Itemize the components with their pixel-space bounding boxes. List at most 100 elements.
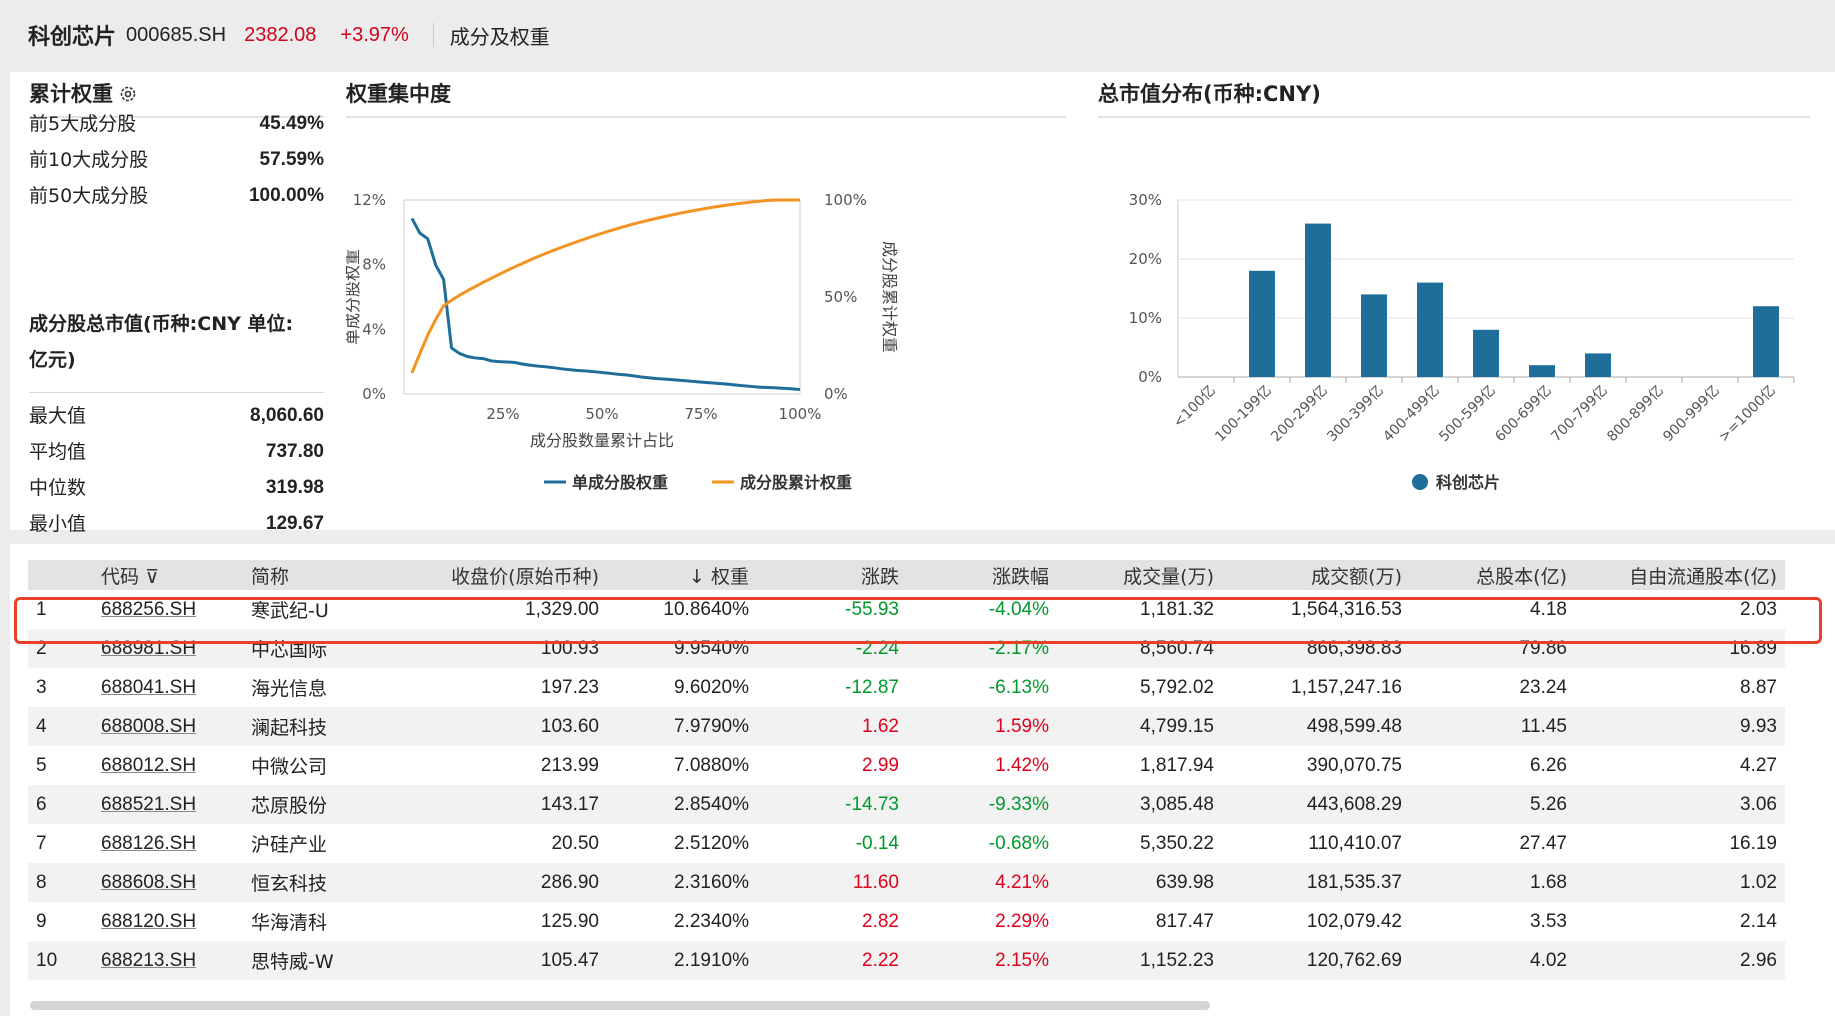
stock-code-link[interactable]: 688120.SH <box>101 910 197 932</box>
row-index: 8 <box>28 863 93 902</box>
index-price: 2382.08 <box>244 23 317 46</box>
volume-value: 1,181.32 <box>1140 598 1214 620</box>
stock-code-link[interactable]: 688126.SH <box>101 832 197 854</box>
volume-value: 8,560.74 <box>1057 629 1222 668</box>
col-close[interactable]: 收盘价(原始币种) <box>395 560 607 590</box>
y-left-tick: 4% <box>362 320 386 338</box>
concentration-title: 权重集中度 <box>346 82 451 106</box>
change-pct: 4.21% <box>907 863 1057 902</box>
table-row[interactable]: 3 688041.SH 海光信息 197.23 9.6020% -12.87 -6.13% 5… <box>28 668 1785 707</box>
distribution-bar[interactable] <box>1249 270 1275 377</box>
mcap-stat-label: 最大值 <box>29 405 87 427</box>
change-pct: -0.68% <box>988 832 1049 854</box>
stock-code-link[interactable]: 688256.SH <box>101 598 197 620</box>
table-row[interactable]: 5 688012.SH 中微公司 213.99 7.0880% 2.99 1.42% 1,81… <box>28 746 1785 785</box>
legend-label-cumulative[interactable]: 成分股累计权重 <box>740 473 852 492</box>
table-row[interactable]: 1 688256.SH 寒武纪-U 1,329.00 10.8640% -55.93 -4.… <box>28 590 1785 629</box>
change-value: 1.62 <box>757 707 907 746</box>
mcap-stat-row: 平均值 737.80 <box>29 434 324 470</box>
stock-code-link[interactable]: 688981.SH <box>93 629 243 668</box>
amount-value: 498,599.48 <box>1222 707 1410 746</box>
free-shares-value: 2.03 <box>1740 598 1777 620</box>
col-weight[interactable]: ↓ 权重 <box>607 560 757 590</box>
mcap-stat-row: 最大值 8,060.60 <box>29 398 324 434</box>
legend-label-single[interactable]: 单成分股权重 <box>572 473 668 492</box>
weight-row-label: 前50大成分股 <box>29 185 149 207</box>
col-volume[interactable]: 成交量(万) <box>1057 560 1222 590</box>
horizontal-scrollbar[interactable] <box>30 1001 1210 1010</box>
stock-code-link[interactable]: 688608.SH <box>93 863 243 902</box>
distribution-bar[interactable] <box>1529 365 1555 377</box>
cumulative-weight-line <box>410 198 800 374</box>
mcap-stat-label: 中位数 <box>29 477 87 499</box>
change-pct: -6.13% <box>988 676 1049 698</box>
distribution-bar[interactable] <box>1361 294 1387 377</box>
distribution-rule <box>1098 116 1810 118</box>
table-row[interactable]: 2 688981.SH 中芯国际 100.93 9.9540% -2.24 -2.17% 8,… <box>28 629 1785 668</box>
x-tick: 700-799亿 <box>1548 383 1611 446</box>
col-free-shares[interactable]: 自由流通股本(亿) <box>1575 560 1785 590</box>
change-value: -0.14 <box>855 832 899 854</box>
table-row[interactable]: 8 688608.SH 恒玄科技 286.90 2.3160% 11.60 4.21% 639… <box>28 863 1785 902</box>
col-pct[interactable]: 涨跌幅 <box>907 560 1057 590</box>
change-value: -14.73 <box>757 785 907 824</box>
col-name[interactable]: 简称 <box>243 560 395 590</box>
distribution-bar[interactable] <box>1417 282 1443 377</box>
table-row[interactable]: 4 688008.SH 澜起科技 103.60 7.9790% 1.62 1.59% 4,79… <box>28 707 1785 746</box>
mcap-stat-value: 319.98 <box>265 477 324 498</box>
weight-row-label: 前10大成分股 <box>29 149 149 171</box>
weight-value: 10.8640% <box>663 598 749 620</box>
change-value: 2.22 <box>757 941 907 980</box>
col-total-shares[interactable]: 总股本(亿) <box>1410 560 1575 590</box>
table-row[interactable]: 6 688521.SH 芯原股份 143.17 2.8540% -14.73 -9.33% 3… <box>28 785 1785 824</box>
close-price: 125.90 <box>540 910 599 932</box>
stock-name: 沪硅产业 <box>251 834 328 856</box>
table-row[interactable]: 10 688213.SH 思特威-W 105.47 2.1910% 2.22 2.15% 1,… <box>28 941 1785 980</box>
weight-row: 前5大成分股 45.49% <box>29 106 324 142</box>
y-right-tick: 50% <box>824 288 857 306</box>
stock-name: 华海清科 <box>251 912 328 934</box>
col-index <box>28 560 93 590</box>
change-value: 11.60 <box>757 863 907 902</box>
weights-title-text: 累计权重 <box>29 82 113 106</box>
col-code[interactable]: 代码 ⊽ <box>93 560 243 590</box>
stock-code-link[interactable]: 688041.SH <box>101 676 197 698</box>
weights-title: 累计权重 <box>29 72 137 116</box>
settings-icon[interactable] <box>119 85 137 103</box>
stock-code-link[interactable]: 688008.SH <box>93 707 243 746</box>
amount-value: 110,410.07 <box>1308 832 1402 854</box>
header-bar: 科创芯片 000685.SH 2382.08 +3.97% 成分及权重 <box>0 0 1835 70</box>
x-tick: 100-199亿 <box>1212 383 1275 446</box>
distribution-bar[interactable] <box>1585 353 1611 377</box>
stock-code-link[interactable]: 688012.SH <box>101 754 197 776</box>
col-amount[interactable]: 成交额(万) <box>1222 560 1410 590</box>
distribution-bar[interactable] <box>1305 223 1331 377</box>
free-shares-value: 8.87 <box>1740 676 1777 698</box>
free-shares-value: 1.02 <box>1575 863 1785 902</box>
weight-row: 前50大成分股 100.00% <box>29 178 324 214</box>
change-value: -55.93 <box>845 598 899 620</box>
change-pct: 2.29% <box>995 910 1049 932</box>
total-shares-value: 5.26 <box>1410 785 1575 824</box>
mcap-title-line1: 成分股总市值(币种:CNY 单位: <box>29 313 294 335</box>
index-name: 科创芯片 <box>28 25 117 50</box>
x-tick: 200-299亿 <box>1268 383 1331 446</box>
distribution-bar[interactable] <box>1753 306 1779 377</box>
distribution-bar[interactable] <box>1473 329 1499 377</box>
col-change[interactable]: 涨跌 <box>757 560 907 590</box>
amount-value: 866,398.83 <box>1222 629 1410 668</box>
amount-value: 181,535.37 <box>1222 863 1410 902</box>
filter-icon[interactable]: ⊽ <box>145 565 159 588</box>
table-row[interactable]: 9 688120.SH 华海清科 125.90 2.2340% 2.82 2.29% 817.… <box>28 902 1785 941</box>
stock-code-link[interactable]: 688521.SH <box>93 785 243 824</box>
legend-label[interactable]: 科创芯片 <box>1436 473 1500 492</box>
x-tick: 500-599亿 <box>1436 383 1499 446</box>
x-tick: <100亿 <box>1170 383 1218 431</box>
table-row[interactable]: 7 688126.SH 沪硅产业 20.50 2.5120% -0.14 -0.68% 5,3… <box>28 824 1785 863</box>
weight-row: 前10大成分股 57.59% <box>29 142 324 178</box>
mcap-title: 成分股总市值(币种:CNY 单位: 亿元) <box>29 306 329 378</box>
constituents-panel: 代码 ⊽ 简称 收盘价(原始币种) ↓ 权重 涨跌 涨跌幅 成交量(万) 成交额… <box>10 544 1835 1016</box>
change-value: -2.24 <box>757 629 907 668</box>
y-tick: 30% <box>1129 191 1162 209</box>
stock-code-link[interactable]: 688213.SH <box>93 941 243 980</box>
